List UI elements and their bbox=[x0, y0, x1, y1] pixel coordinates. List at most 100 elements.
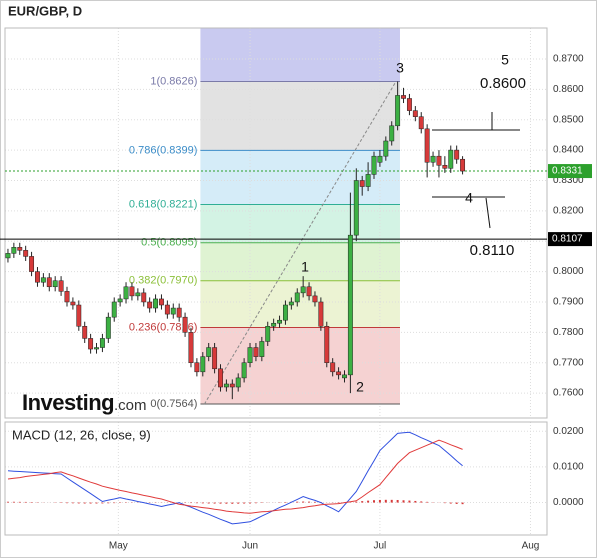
macd-histogram-bar bbox=[396, 499, 399, 503]
macd-histogram-bar bbox=[284, 501, 287, 503]
candle-body bbox=[176, 307, 182, 318]
candle-body bbox=[46, 277, 52, 288]
annotation-line bbox=[485, 197, 491, 229]
candle-body bbox=[159, 298, 164, 306]
y-tick-label: 0.8600 bbox=[553, 84, 584, 95]
fib-zone bbox=[200, 327, 400, 405]
price-tag bbox=[548, 164, 592, 179]
signal-line bbox=[7, 439, 463, 514]
fib-label: 0(0.7564) bbox=[150, 398, 197, 410]
price-tag-label: 0.8331 bbox=[552, 166, 583, 177]
macd-histogram-bar bbox=[296, 501, 299, 503]
fib-trend bbox=[203, 81, 397, 405]
candle-body bbox=[253, 347, 259, 357]
macd-histogram-bar bbox=[390, 499, 393, 503]
annotation-lines bbox=[432, 112, 520, 229]
candle-body bbox=[259, 341, 265, 357]
y-tick-label: 0.0200 bbox=[553, 426, 584, 437]
annotation: 2 bbox=[356, 379, 364, 395]
logo-name: Investing bbox=[22, 390, 114, 415]
x-tick-label: Jun bbox=[242, 541, 258, 552]
x-tick-label: Jul bbox=[374, 541, 387, 552]
candle-body bbox=[241, 362, 247, 379]
macd-histogram-bar bbox=[426, 501, 429, 503]
candle-body bbox=[389, 125, 395, 142]
macd-histogram-bar bbox=[373, 500, 376, 503]
candle-body bbox=[153, 298, 159, 309]
candle-body bbox=[294, 292, 300, 303]
candle-body bbox=[377, 155, 383, 163]
y-tick-label: 0.8300 bbox=[553, 175, 584, 186]
candle-body bbox=[265, 326, 271, 342]
macd-histogram-bar bbox=[367, 500, 370, 503]
macd-histogram-bar bbox=[249, 502, 252, 504]
macd-histogram-bar bbox=[302, 501, 305, 503]
fib-label: 0.382(0.7970) bbox=[129, 275, 198, 287]
macd-histogram-bar bbox=[308, 501, 311, 503]
y-tick-label: 0.7900 bbox=[553, 297, 584, 308]
macd-histogram-bar bbox=[83, 502, 86, 504]
price-panel: 0.8700 0.8600 0.8500 0.8400 0.8300 0.8200 0.81… bbox=[0, 27, 592, 552]
macd-histogram-bar bbox=[378, 499, 381, 503]
candle-body bbox=[129, 286, 135, 297]
candle-body bbox=[454, 149, 460, 160]
candle-body bbox=[212, 347, 218, 370]
macd-histogram-bar bbox=[24, 501, 27, 503]
candle-body bbox=[460, 158, 466, 172]
macd-histogram-bar bbox=[113, 502, 116, 504]
macd-histogram-bar bbox=[71, 502, 74, 504]
price-tag bbox=[548, 232, 592, 247]
x-tick-label: Aug bbox=[522, 541, 540, 552]
macd-histogram-bar bbox=[213, 502, 216, 504]
macd-histogram-bar bbox=[107, 502, 110, 504]
candle-body bbox=[430, 155, 436, 163]
price-tag-label: 0.8107 bbox=[552, 234, 583, 245]
y-tick-label: 0.8400 bbox=[553, 145, 584, 156]
y-tick-label: 0.7700 bbox=[553, 357, 584, 368]
y-tick-label: 0.0000 bbox=[553, 497, 584, 508]
fib-label: 1(0.8626) bbox=[150, 75, 197, 87]
candle-body bbox=[40, 277, 46, 283]
macd-histogram-bar bbox=[219, 502, 222, 504]
candle-body bbox=[200, 356, 206, 373]
macd-histogram-bar bbox=[95, 502, 98, 504]
fib-zone bbox=[200, 81, 400, 151]
annotation: 5 bbox=[501, 52, 509, 68]
chart-title: EUR/GBP, D bbox=[8, 3, 82, 18]
candle-body bbox=[436, 155, 442, 166]
macd-histogram-bar bbox=[414, 500, 417, 503]
annotation: 1 bbox=[301, 259, 309, 275]
y-tick-label: 0.0100 bbox=[553, 462, 584, 473]
candle-body bbox=[365, 174, 371, 187]
y-tick-label: 0.7600 bbox=[553, 388, 584, 399]
fib-label: 0.236(0.7816) bbox=[129, 321, 198, 333]
candle-body bbox=[170, 307, 176, 315]
candle-body bbox=[5, 253, 11, 259]
annotation: 4 bbox=[465, 190, 473, 206]
candle-body bbox=[76, 304, 82, 327]
candle-body bbox=[111, 301, 117, 318]
fib-zone bbox=[200, 28, 400, 82]
candle-body bbox=[23, 250, 29, 257]
candle-body bbox=[300, 286, 306, 294]
y-tick-label: 0.8200 bbox=[553, 205, 584, 216]
candle-body bbox=[418, 116, 424, 130]
macd-histogram-bar bbox=[201, 502, 204, 504]
candle-body bbox=[17, 247, 23, 251]
x-tick-label: May bbox=[109, 541, 128, 552]
macd-histogram-bar bbox=[443, 502, 446, 504]
fib-label: 0.786(0.8399) bbox=[129, 144, 198, 156]
candle-body bbox=[223, 383, 229, 388]
candle-body bbox=[117, 298, 123, 303]
annotation: 0.8110 bbox=[470, 242, 515, 259]
candle-body bbox=[147, 301, 153, 309]
macd-histogram-bar bbox=[243, 502, 246, 504]
candle-body bbox=[347, 234, 353, 376]
macd-histogram-bar bbox=[237, 502, 240, 504]
candle-body bbox=[395, 95, 401, 127]
candle-body bbox=[312, 295, 318, 303]
candle-body bbox=[229, 383, 235, 388]
macd-line bbox=[7, 431, 463, 525]
macd-histogram-bar bbox=[420, 501, 423, 503]
candle-body bbox=[424, 128, 430, 163]
